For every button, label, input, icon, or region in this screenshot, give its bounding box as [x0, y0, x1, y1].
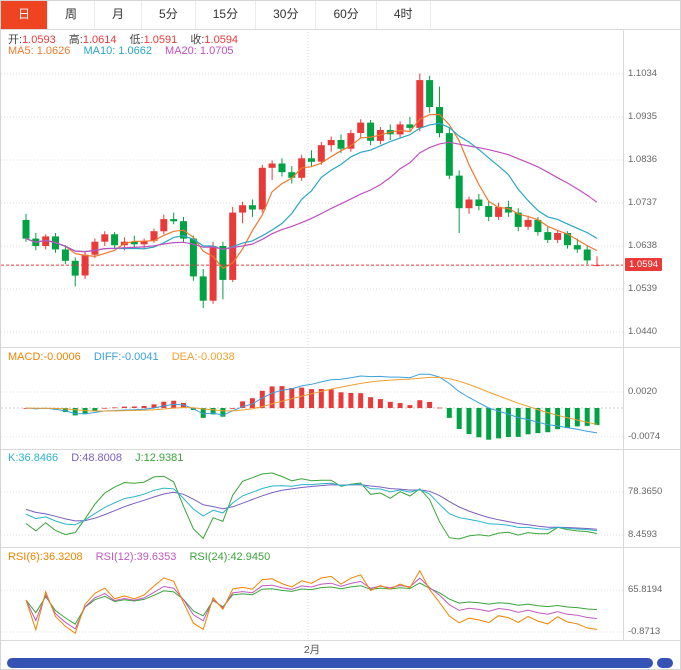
rsi-readout: RSI(6):36.3208 RSI(12):39.6353 RSI(24):4…: [8, 551, 280, 563]
open-label: 开:: [8, 34, 23, 46]
dea-label: DEA:: [171, 351, 198, 363]
ma20-label: MA20:: [165, 45, 197, 57]
tab-4hour[interactable]: 4时: [377, 1, 431, 29]
price-axis-tick: 1.1034: [628, 68, 658, 79]
low-value: 1.0591: [143, 34, 178, 46]
tab-30min[interactable]: 30分: [256, 1, 317, 29]
low-label: 低:: [129, 34, 144, 46]
dea-value: -0.0038: [197, 351, 235, 363]
price-axis-tick: 1.0836: [628, 154, 658, 165]
tab-week[interactable]: 周: [48, 1, 96, 29]
macd-label: MACD:: [8, 351, 44, 363]
ma10-label: MA10:: [83, 45, 116, 57]
rsi6-label: RSI(6):: [8, 551, 43, 563]
ohlc-readout: 开:1.0593 高:1.0614 低:1.0591 收:1.0594: [8, 31, 248, 47]
ma5-label: MA5:: [8, 45, 34, 57]
chart-scrollbar: [5, 658, 678, 668]
x-axis-month-label: 2月: [303, 644, 321, 656]
macd-value: -0.0006: [43, 351, 81, 363]
ma20-value: 1.0705: [199, 45, 234, 57]
macd-axis-tick: -0.0074: [628, 431, 661, 442]
kdj-readout: K:36.8466 D:48.8008 J:12.9381: [8, 452, 193, 464]
kdj-axis-tick: 78.3650: [628, 486, 663, 497]
price-axis-tick: 1.0440: [628, 326, 658, 337]
scrollbar-thumb[interactable]: [7, 658, 653, 668]
d-value: 48.8008: [82, 452, 122, 464]
price-axis-tick: 1.0539: [628, 283, 658, 294]
price-axis-tick: 1.0935: [628, 111, 658, 122]
diff-value: -0.0041: [121, 351, 159, 363]
scrollbar-right-handle[interactable]: [657, 658, 673, 668]
j-value: 12.9381: [143, 452, 184, 464]
timeframe-toolbar: 日 周 月 5分 15分 30分 60分 4时: [1, 1, 680, 30]
tab-day[interactable]: 日: [1, 1, 49, 29]
ma-readout: MA5: 1.0626 MA10: 1.0662 MA20: 1.0705: [8, 45, 244, 57]
rsi12-value: 39.6353: [136, 551, 177, 563]
rsi24-value: 42.9450: [230, 551, 271, 563]
rsi12-label: RSI(12):: [95, 551, 137, 563]
current-price-badge: 1.0594: [625, 258, 663, 271]
high-value: 1.0614: [82, 34, 117, 46]
open-value: 1.0593: [22, 34, 56, 46]
ma5-value: 1.0626: [36, 45, 71, 57]
d-label: D:: [71, 452, 83, 464]
diff-label: DIFF:: [93, 351, 122, 363]
tab-15min[interactable]: 15分: [196, 1, 257, 29]
j-label: J:: [135, 452, 144, 464]
rsi-axis-tick: 65.8194: [628, 584, 663, 595]
rsi6-value: 36.3208: [42, 551, 83, 563]
kdj-axis-tick: 8.4593: [628, 529, 658, 540]
macd-axis-tick: 0.0020: [628, 386, 658, 397]
chart-canvas[interactable]: [1, 29, 681, 641]
high-label: 高:: [68, 34, 83, 46]
rsi-axis-tick: -0.8713: [628, 626, 661, 637]
ma10-value: 1.0662: [118, 45, 152, 57]
tab-60min[interactable]: 60分: [316, 1, 377, 29]
close-value: 1.0594: [204, 34, 239, 46]
k-label: K:: [8, 452, 19, 464]
close-label: 收:: [190, 34, 205, 46]
macd-readout: MACD:-0.0006 DIFF:-0.0041 DEA:-0.0038: [8, 351, 245, 363]
rsi24-label: RSI(24):: [189, 551, 231, 563]
price-axis-tick: 1.0737: [628, 197, 658, 208]
tab-5min[interactable]: 5分: [142, 1, 196, 29]
k-value: 36.8466: [18, 452, 59, 464]
tab-month[interactable]: 月: [95, 1, 143, 29]
price-axis-tick: 1.0638: [628, 240, 658, 251]
